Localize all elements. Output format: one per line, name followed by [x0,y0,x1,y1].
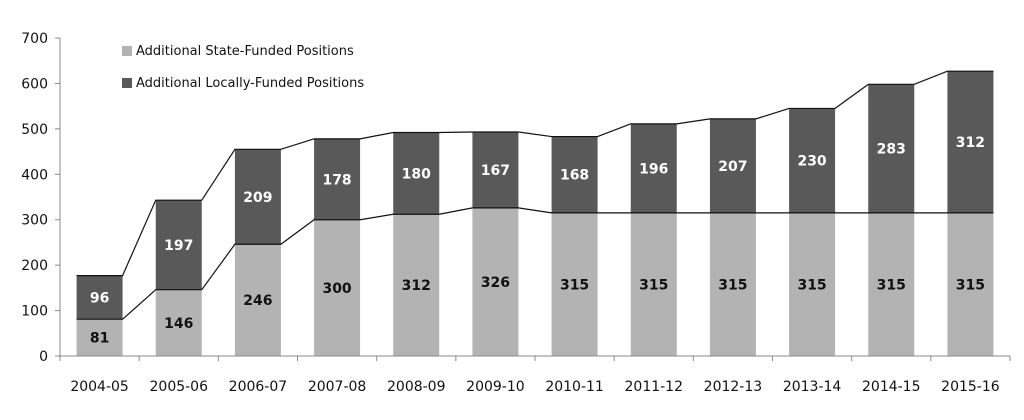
legend-entry: Additional Locally-Funded Positions [136,76,364,91]
bar-locally-funded [630,123,677,213]
data-label-local: 207 [718,159,747,175]
y-axis: 0 100 200 300 400 500 600 700 [21,31,61,365]
connector-line-state [76,207,994,320]
bar-state-funded [314,219,361,356]
x-tick-label: 2010-11 [545,379,604,395]
data-label-state: 315 [956,277,985,293]
data-label-local: 312 [956,135,985,151]
bar-state-funded [789,212,836,356]
bar-state-funded [393,214,440,356]
bar-state-funded [76,319,123,356]
x-tick-label: 2013-14 [783,379,842,395]
data-label-state: 315 [877,277,906,293]
data-label-local: 180 [402,166,431,182]
bar-state-funded [155,289,202,356]
x-tick-label: 2007-08 [308,379,367,395]
connector-lines [76,70,994,320]
bar-locally-funded [472,132,519,208]
bar-state-funded [234,244,281,356]
data-label-local: 196 [639,161,668,177]
x-tick-label: 2005-06 [150,379,209,395]
y-tick-label: 500 [21,122,48,138]
bar-state-funded [709,212,756,356]
data-label-state: 315 [560,277,589,293]
bar-locally-funded [76,275,123,320]
data-label-local: 178 [322,172,351,188]
bar-locally-funded [947,71,994,213]
data-label-local: 167 [481,163,510,179]
x-tick-label: 2009-10 [466,379,525,395]
data-label-state: 315 [797,277,826,293]
data-label-state: 300 [322,281,351,297]
y-tick-label: 200 [21,258,48,274]
data-label-state: 326 [481,275,510,291]
data-label-local: 230 [797,154,826,170]
data-label-local: 168 [560,168,589,184]
x-tick-label: 2004-05 [70,379,129,395]
y-tick-label: 700 [21,31,48,47]
x-axis: 2004-05 2005-06 2006-07 2007-08 2008-09 2009-… [59,355,1011,395]
x-tick-label: 2008-09 [387,379,446,395]
data-label-state: 146 [164,316,193,332]
bar-locally-funded [789,108,836,213]
bar-state-funded [868,212,915,356]
data-label-local: 209 [243,190,272,206]
bar-state-funded [551,212,598,356]
bars [76,71,994,356]
x-tick-label: 2014-15 [862,379,921,395]
connector-line-total [76,70,994,277]
data-label-local: 96 [90,290,109,306]
y-tick-label: 300 [21,213,48,229]
bar-state-funded [947,212,994,356]
legend-entry: Additional State-Funded Positions [136,44,354,59]
data-label-state: 312 [402,278,431,294]
x-tick-label: 2015-16 [941,379,1000,395]
data-label-local: 197 [164,238,193,254]
x-tick-label: 2011-12 [625,379,684,395]
y-tick-label: 400 [21,167,48,183]
legend-swatch [122,46,132,56]
bar-locally-funded [234,149,281,245]
data-label-state: 315 [718,277,747,293]
bar-locally-funded [314,138,361,220]
y-tick-label: 600 [21,76,48,92]
data-label-local: 283 [877,142,906,158]
legend-swatch [122,78,132,88]
x-tick-label: 2006-07 [229,379,288,395]
legend: Additional State-Funded Positions Additio… [122,44,364,91]
bar-locally-funded [551,136,598,213]
data-label-state: 315 [639,277,668,293]
data-label-state: 81 [90,331,109,347]
bar-locally-funded [393,132,440,215]
data-labels: 81 96 146 197 246 209 300 178 312 180 326 167 315 168… [90,135,985,347]
x-tick-label: 2012-13 [704,379,763,395]
bar-locally-funded [868,84,915,213]
bar-locally-funded [155,200,202,290]
y-tick-label: 0 [39,349,48,365]
bar-state-funded [472,207,519,356]
bar-locally-funded [709,118,756,213]
y-tick-label: 100 [21,304,48,320]
data-label-state: 246 [243,293,272,309]
bar-state-funded [630,212,677,356]
